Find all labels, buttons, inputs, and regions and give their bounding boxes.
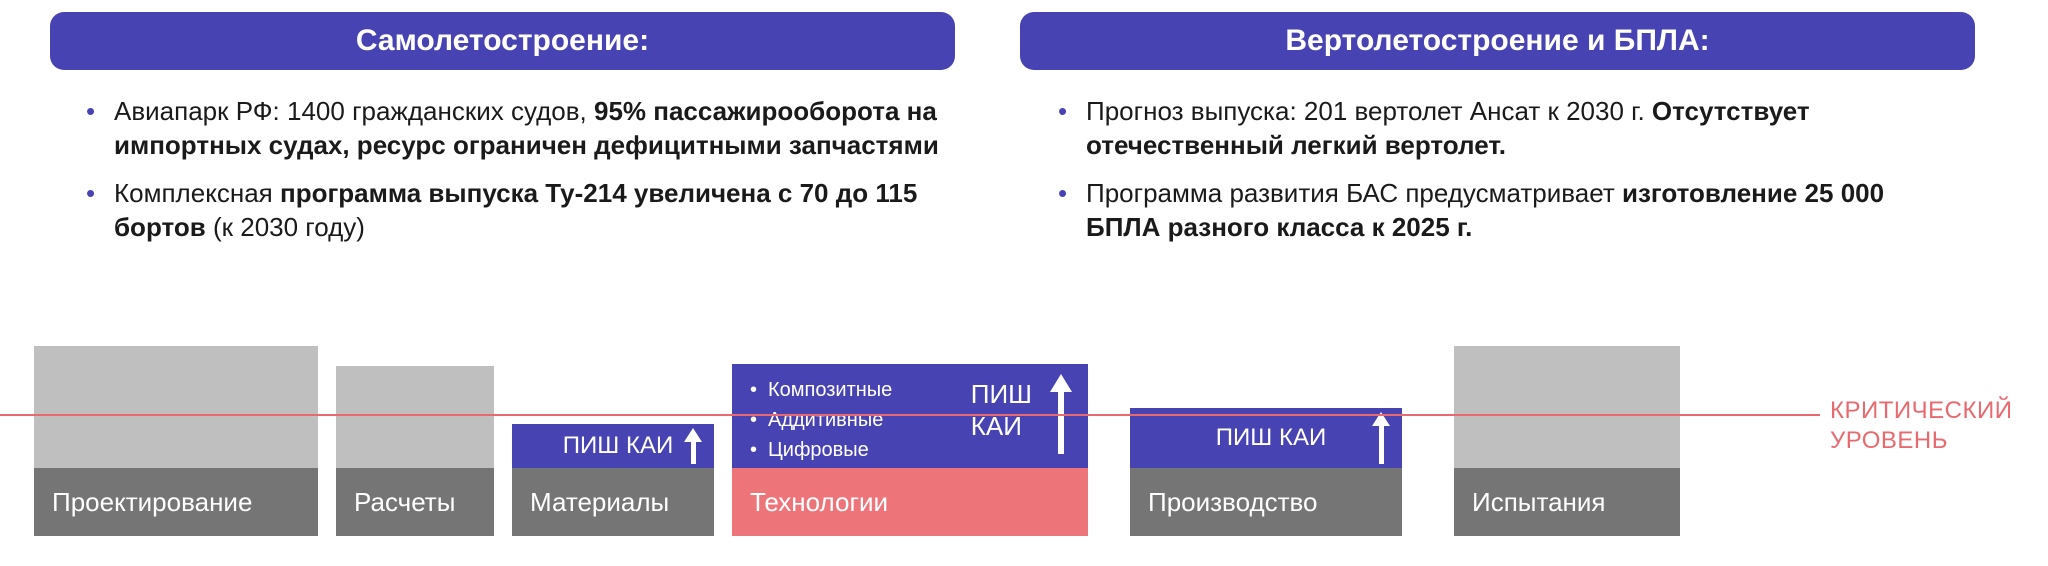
stage-bar-prod: Производство ПИШ КАИ [1130,408,1402,536]
list-item: Прогноз выпуска: 201 вертолет Ансат к 20… [1050,94,1950,162]
helicopter-header-text: Вертолетостроение и БПЛА: [1285,24,1709,58]
stages-diagram: Проектирование Расчеты Материалы ПИШ КАИ Тех… [0,330,2048,536]
stage-bar-test: Испытания [1454,346,1680,536]
stage-base-label: Проектирование [34,468,318,536]
up-arrow-icon [684,428,702,464]
stage-purple-label: ПИШ КАИ [1206,424,1326,452]
list-item: Авиапарк РФ: 1400 гражданских судов, 95%… [78,94,958,162]
up-arrow-icon [1372,412,1390,464]
stage-base-label: Производство [1130,468,1402,536]
stage-purple-cap: ПИШ КАИ [1130,408,1402,468]
stage-base-label: Испытания [1454,468,1680,536]
stage-base-label: Материалы [512,468,714,536]
stage-bar-tech: ТехнологииКомпозитныеАддитивныеЦифровые П… [732,364,1088,536]
critical-level-label: КРИТИЧЕСКИЙ УРОВЕНЬ [1830,396,2012,456]
stage-purple-cap: КомпозитныеАддитивныеЦифровые ПИШКАИ [732,364,1088,468]
stage-mini-bullets: КомпозитныеАддитивныеЦифровые [732,367,892,465]
stage-purple-label: ПИШ КАИ [553,432,673,460]
aircraft-header-text: Самолетостроение: [356,24,649,58]
aircraft-header-pill: Самолетостроение: [50,12,955,70]
stage-base-label: Технологии [732,468,1088,536]
list-item: Комплексная программа выпуска Ту-214 уве… [78,176,958,244]
helicopter-bullet-list: Прогноз выпуска: 201 вертолет Ансат к 20… [1050,94,1950,258]
stage-light-cap [336,366,494,468]
stage-purple-label: ПИШКАИ [971,378,1032,442]
aircraft-bullet-list: Авиапарк РФ: 1400 гражданских судов, 95%… [78,94,958,258]
list-item: Программа развития БАС предусматривает и… [1050,176,1950,244]
helicopter-header-pill: Вертолетостроение и БПЛА: [1020,12,1975,70]
stage-bar-calc: Расчеты [336,366,494,536]
stage-base-label: Расчеты [336,468,494,536]
stage-bar-proj: Проектирование [34,346,318,536]
stage-light-cap [34,346,318,468]
critical-level-line [0,414,1820,416]
stage-light-cap [1454,346,1680,468]
stage-purple-cap: ПИШ КАИ [512,424,714,468]
stage-bar-mat: Материалы ПИШ КАИ [512,424,714,536]
